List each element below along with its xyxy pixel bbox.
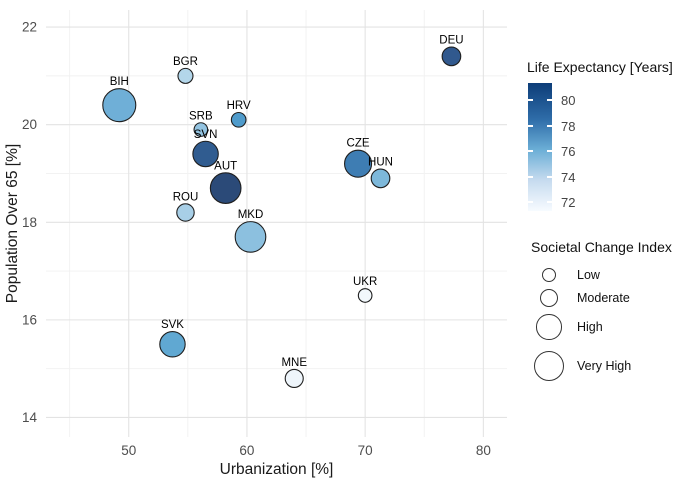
data-point-label-DEU: DEU bbox=[439, 35, 463, 47]
size-legend-title: Societal Change Index bbox=[531, 239, 672, 255]
size-legend-circle-moderate bbox=[539, 288, 559, 308]
data-point-label-SVK: SVK bbox=[161, 319, 184, 331]
y-tick-label: 14 bbox=[22, 410, 38, 425]
colorbar-gradient bbox=[528, 83, 552, 211]
colorbar-tick-mark bbox=[528, 150, 533, 153]
y-tick-label: 18 bbox=[22, 215, 37, 230]
colorbar-tick-mark bbox=[547, 124, 552, 127]
data-point-DEU bbox=[441, 46, 462, 67]
data-point-label-AUT: AUT bbox=[214, 160, 237, 172]
data-point-SVK bbox=[159, 331, 186, 358]
colorbar-label-78: 78 bbox=[561, 118, 576, 134]
size-legend-label-low: Low bbox=[577, 268, 600, 282]
colorbar-tick-mark bbox=[528, 175, 533, 178]
data-point-UKR bbox=[357, 288, 373, 303]
data-point-label-SVN: SVN bbox=[194, 129, 218, 141]
y-tick-label: 20 bbox=[22, 117, 37, 132]
data-point-SVN bbox=[192, 140, 219, 168]
size-legend-label-high: High bbox=[577, 320, 603, 334]
y-axis-title: Population Over 65 [%] bbox=[4, 144, 21, 303]
data-point-label-MNE: MNE bbox=[281, 357, 307, 369]
life-expectancy-legend: Life Expectancy [Years] 80 78 76 74 72 bbox=[527, 59, 673, 211]
data-point-CZE bbox=[344, 149, 373, 178]
colorbar-tick-mark bbox=[547, 175, 552, 178]
colorbar-tick-mark bbox=[528, 124, 533, 127]
colorbar-tick-mark bbox=[547, 201, 552, 204]
data-point-label-SRB: SRB bbox=[189, 110, 213, 122]
x-tick-label: 70 bbox=[358, 443, 373, 458]
size-legend-label-very-high: Very High bbox=[577, 359, 632, 373]
size-legend-circle-very-high bbox=[533, 350, 565, 382]
colorbar-label-80: 80 bbox=[561, 93, 576, 108]
data-point-AUT bbox=[209, 172, 242, 204]
data-point-BGR bbox=[177, 67, 194, 84]
size-legend-label-moderate: Moderate bbox=[577, 291, 630, 305]
data-point-MKD bbox=[234, 221, 267, 253]
data-point-label-UKR: UKR bbox=[353, 276, 377, 288]
data-point-HUN bbox=[370, 168, 391, 189]
data-point-SRB bbox=[193, 122, 209, 137]
data-point-label-BIH: BIH bbox=[110, 76, 129, 88]
y-tick-label: 22 bbox=[22, 20, 37, 35]
x-tick-label: 50 bbox=[121, 443, 136, 458]
colorbar-tick-mark bbox=[547, 150, 552, 153]
data-point-label-BGR: BGR bbox=[173, 56, 198, 68]
data-point-label-CZE: CZE bbox=[347, 138, 370, 150]
colorbar-tick-mark bbox=[547, 99, 552, 101]
data-point-label-MKD: MKD bbox=[238, 209, 264, 221]
colorbar-label-72: 72 bbox=[561, 195, 576, 211]
data-point-label-HUN: HUN bbox=[368, 157, 393, 169]
data-point-label-ROU: ROU bbox=[173, 191, 199, 203]
size-legend-circle-low bbox=[542, 268, 556, 282]
data-point-MNE bbox=[284, 368, 304, 388]
x-tick-label: 60 bbox=[239, 443, 254, 458]
societal-change-legend: Societal Change Index Low Moderate High Ver… bbox=[531, 239, 681, 389]
data-point-ROU bbox=[176, 203, 195, 222]
x-tick-label: 80 bbox=[476, 443, 491, 458]
colorbar-label-74: 74 bbox=[561, 169, 576, 185]
colorbar-tick-mark bbox=[528, 99, 533, 101]
color-legend-title: Life Expectancy [Years] bbox=[527, 59, 673, 75]
colorbar-label-76: 76 bbox=[561, 144, 576, 160]
x-axis-title: Urbanization [%] bbox=[220, 461, 334, 478]
data-point-BIH bbox=[102, 88, 137, 123]
y-tick-label: 16 bbox=[22, 312, 37, 327]
data-point-HRV bbox=[230, 111, 247, 128]
colorbar-tick-mark bbox=[528, 201, 533, 204]
size-legend-circle-high bbox=[536, 314, 562, 340]
data-point-label-HRV: HRV bbox=[227, 100, 251, 112]
